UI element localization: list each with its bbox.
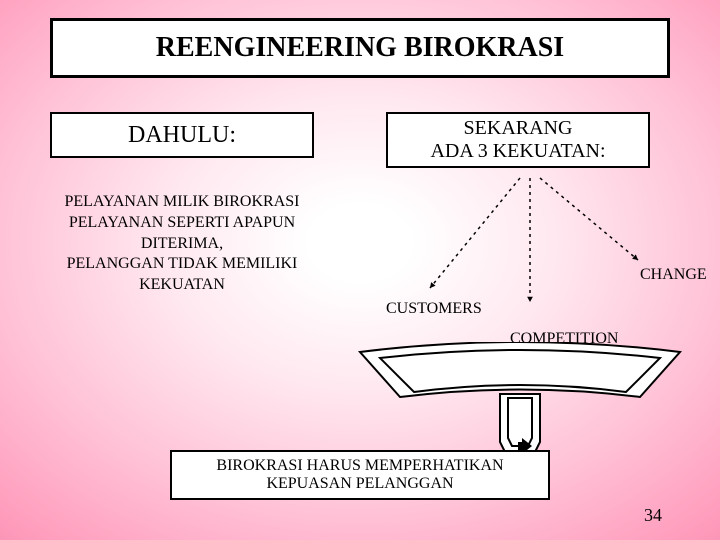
- sekarang-line2: ADA 3 KEKUATAN:: [430, 140, 605, 163]
- dahulu-body-text: PELAYANAN MILIK BIROKRASI PELAYANAN SEPE…: [38, 192, 326, 296]
- funnel-svg: [350, 342, 690, 452]
- conclusion-line1: BIROKRASI HARUS MEMPERHATIKAN: [216, 457, 503, 475]
- title-box: REENGINEERING BIROKRASI: [50, 18, 670, 78]
- sekarang-header-box: SEKARANG ADA 3 KEKUATAN:: [386, 112, 650, 168]
- dahulu-header-box: DAHULU:: [50, 112, 314, 158]
- dahulu-header: DAHULU:: [128, 122, 236, 149]
- conclusion-box: BIROKRASI HARUS MEMPERHATIKAN KEPUASAN P…: [170, 450, 550, 500]
- title-text: REENGINEERING BIROKRASI: [156, 32, 564, 64]
- dotted-arrows-svg: [370, 170, 690, 310]
- force-change: CHANGE: [640, 266, 707, 284]
- page-number: 34: [644, 505, 662, 526]
- slide: REENGINEERING BIROKRASI DAHULU: PELAYANA…: [0, 0, 720, 540]
- dahulu-body-box: PELAYANAN MILIK BIROKRASI PELAYANAN SEPE…: [30, 174, 334, 314]
- funnel: [350, 342, 690, 452]
- conclusion-line2: KEPUASAN PELANGGAN: [266, 475, 453, 493]
- sekarang-line1: SEKARANG: [464, 117, 573, 140]
- force-customers: CUSTOMERS: [386, 300, 482, 318]
- dotted-arrows: [370, 170, 690, 310]
